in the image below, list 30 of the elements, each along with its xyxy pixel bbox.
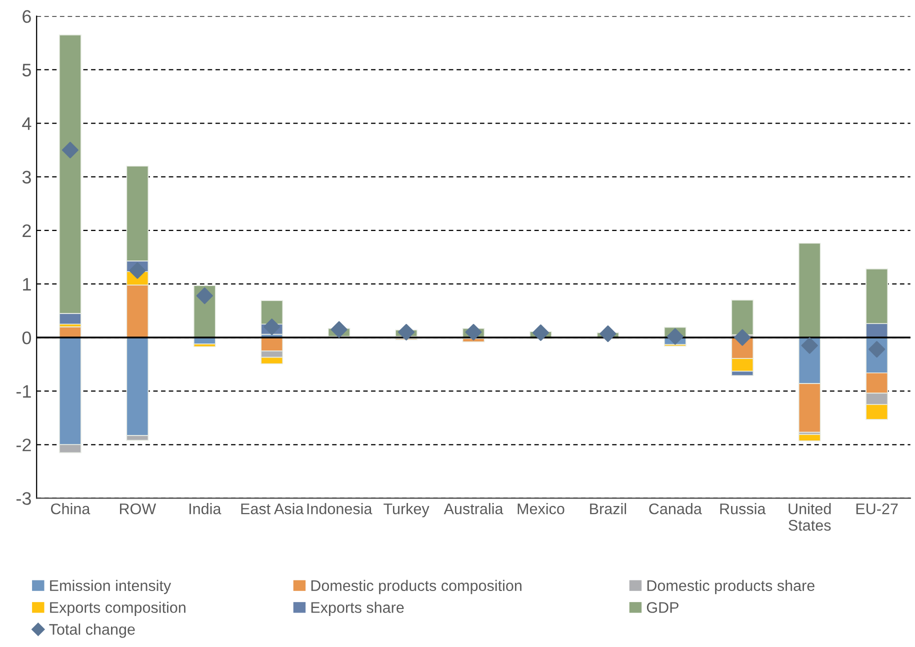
legend-label: GDP	[646, 602, 678, 613]
x-tick-label: Mexico	[518, 503, 564, 514]
y-tick-label: 5	[22, 64, 31, 76]
x-tick-label: Australia	[444, 503, 504, 514]
legend-label: Total change	[49, 624, 135, 638]
y-tick-label: 6	[22, 10, 31, 23]
x-tick-label: East Asia	[241, 503, 304, 514]
x-tick-label: Russia	[720, 503, 766, 514]
y-tick-label: -1	[16, 385, 31, 398]
y-tick-label: 1	[23, 278, 31, 291]
x-tick-label: United States	[788, 503, 831, 531]
x-tick-label: China	[51, 503, 90, 514]
y-tick-label: -2	[16, 438, 31, 452]
x-tick-label: EU-27	[856, 503, 898, 514]
legend-label: Emission intensity	[50, 580, 172, 594]
x-tick-label: ROW	[120, 503, 156, 514]
y-tick-label: 3	[22, 170, 31, 184]
legend-label: Exports share	[311, 602, 404, 616]
y-tick-label: 2	[22, 224, 31, 237]
x-tick-label: Turkey	[384, 503, 430, 518]
y-tick-label: 0	[22, 331, 32, 344]
y-tick-label: -3	[16, 492, 31, 505]
y-tick-label: 4	[22, 117, 32, 130]
x-tick-label: Indonesia	[307, 503, 372, 514]
legend-label: Domestic products share	[647, 580, 814, 594]
x-tick-label: India	[189, 503, 222, 514]
x-tick-label: Brazil	[590, 503, 626, 514]
x-tick-label: Canada	[649, 503, 702, 514]
legend-label: Exports composition	[50, 602, 186, 616]
legend-label: Domestic products composition	[311, 580, 522, 594]
